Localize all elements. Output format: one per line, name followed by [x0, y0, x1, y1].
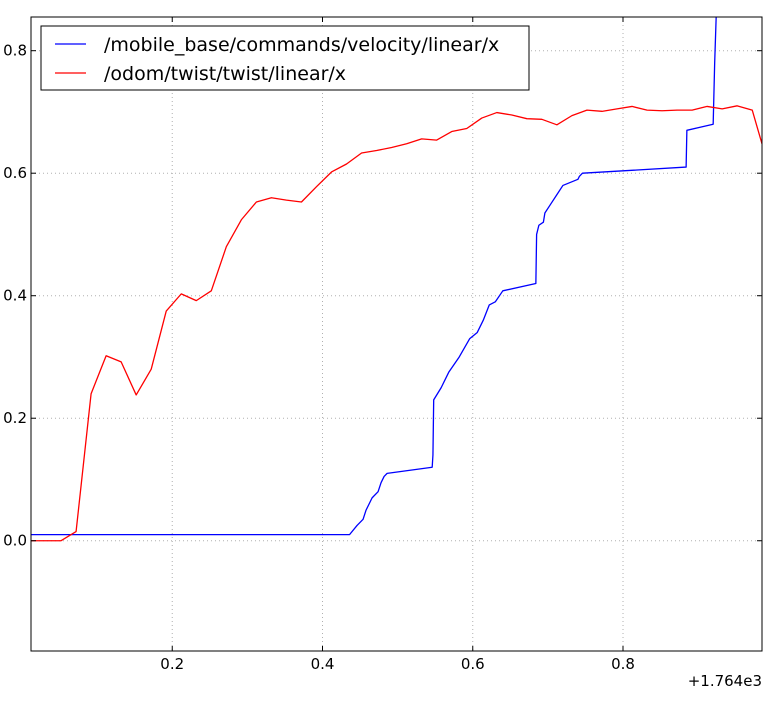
- x-tick-label: 0.8: [611, 655, 635, 673]
- y-tick-label: 0.2: [3, 409, 27, 427]
- series-line-mobile-base-velocity: [31, 17, 717, 536]
- y-tick-label: 0.6: [3, 164, 27, 182]
- x-tick-label: 0.6: [461, 655, 485, 673]
- axis-ticks: 0.2 0.4 0.6 0.8 0.0 0.2 0.4 0.6 0.8: [3, 17, 762, 673]
- series-line-odom-twist: [31, 105, 762, 542]
- y-tick-label: 0.8: [3, 42, 27, 60]
- plot-frame: [30, 16, 763, 652]
- legend-box: [40, 25, 530, 91]
- x-tick-label: 0.4: [311, 655, 335, 673]
- y-tick-label: 0.0: [3, 532, 27, 550]
- legend: /mobile_base/commands/velocity/linear/x …: [40, 25, 530, 91]
- x-tick-label: 0.2: [160, 655, 184, 673]
- y-tick-label: 0.4: [3, 287, 27, 305]
- grid-lines: [31, 17, 762, 651]
- series-layer: [31, 17, 762, 542]
- x-offset-label: +1.764e3: [688, 672, 762, 690]
- legend-label-mobile-base: /mobile_base/commands/velocity/linear/x: [104, 34, 499, 56]
- legend-label-odom: /odom/twist/twist/linear/x: [104, 63, 346, 85]
